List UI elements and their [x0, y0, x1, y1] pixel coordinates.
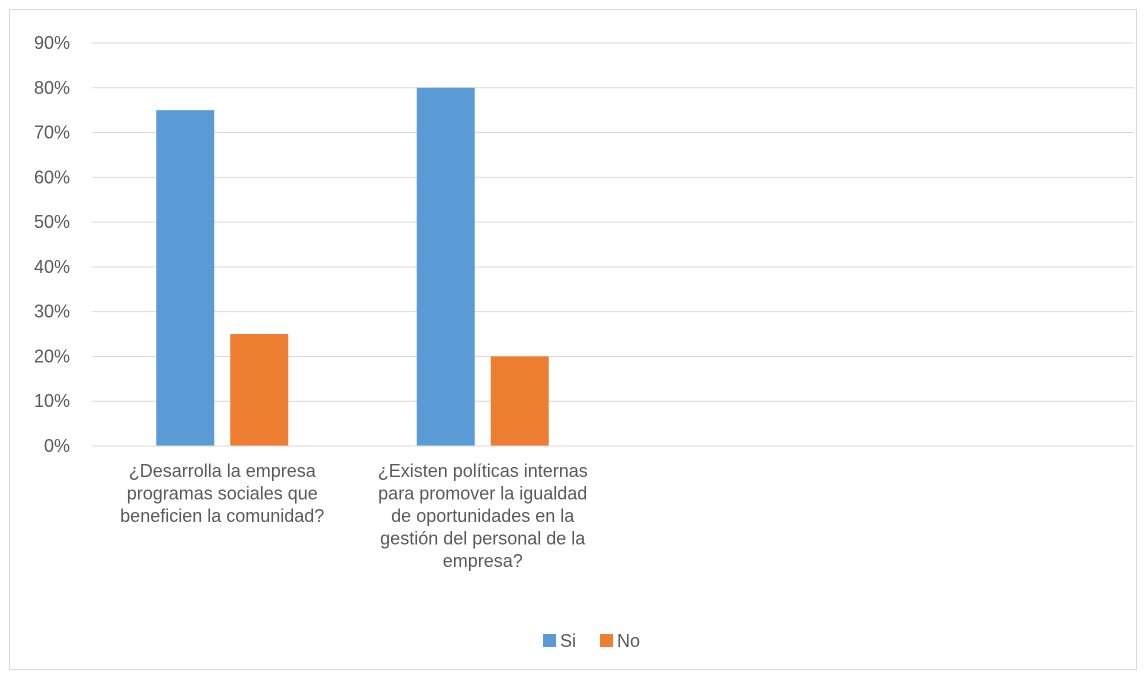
- legend-swatch-si: [543, 634, 556, 647]
- y-axis-tick-labels: 0% 10% 20% 30% 40% 50% 60% 70% 80% 90%: [34, 33, 70, 456]
- legend-label-si: Si: [560, 631, 576, 651]
- y-tick-label: 20%: [34, 346, 70, 366]
- bar-chart: 0% 10% 20% 30% 40% 50% 60% 70% 80% 90% ¿Desarroll…: [34, 33, 1134, 651]
- legend-label-no: No: [617, 631, 640, 651]
- y-tick-label: 30%: [34, 302, 70, 322]
- y-tick-label: 50%: [34, 212, 70, 232]
- legend: Si No: [543, 631, 640, 651]
- category-label-1: ¿Desarrolla la empresa programas sociales…: [120, 461, 324, 526]
- y-tick-label: 80%: [34, 78, 70, 98]
- y-tick-label: 0%: [44, 436, 70, 456]
- bar-no-2: [490, 356, 549, 446]
- y-tick-label: 40%: [34, 257, 70, 277]
- bar-si-2: [416, 87, 475, 447]
- category-label-2: ¿Existen políticas internas para promover…: [378, 461, 588, 571]
- y-tick-label: 60%: [34, 167, 70, 187]
- y-tick-label: 70%: [34, 123, 70, 143]
- category-labels: ¿Desarrolla la empresa programas sociales…: [120, 461, 588, 571]
- bar-si-1: [156, 110, 215, 447]
- legend-swatch-no: [600, 634, 613, 647]
- y-tick-label: 90%: [34, 33, 70, 53]
- bar-no-1: [230, 334, 289, 446]
- chart-frame: 0% 10% 20% 30% 40% 50% 60% 70% 80% 90% ¿Desarroll…: [9, 9, 1137, 670]
- bars: [156, 87, 549, 447]
- y-tick-label: 10%: [34, 391, 70, 411]
